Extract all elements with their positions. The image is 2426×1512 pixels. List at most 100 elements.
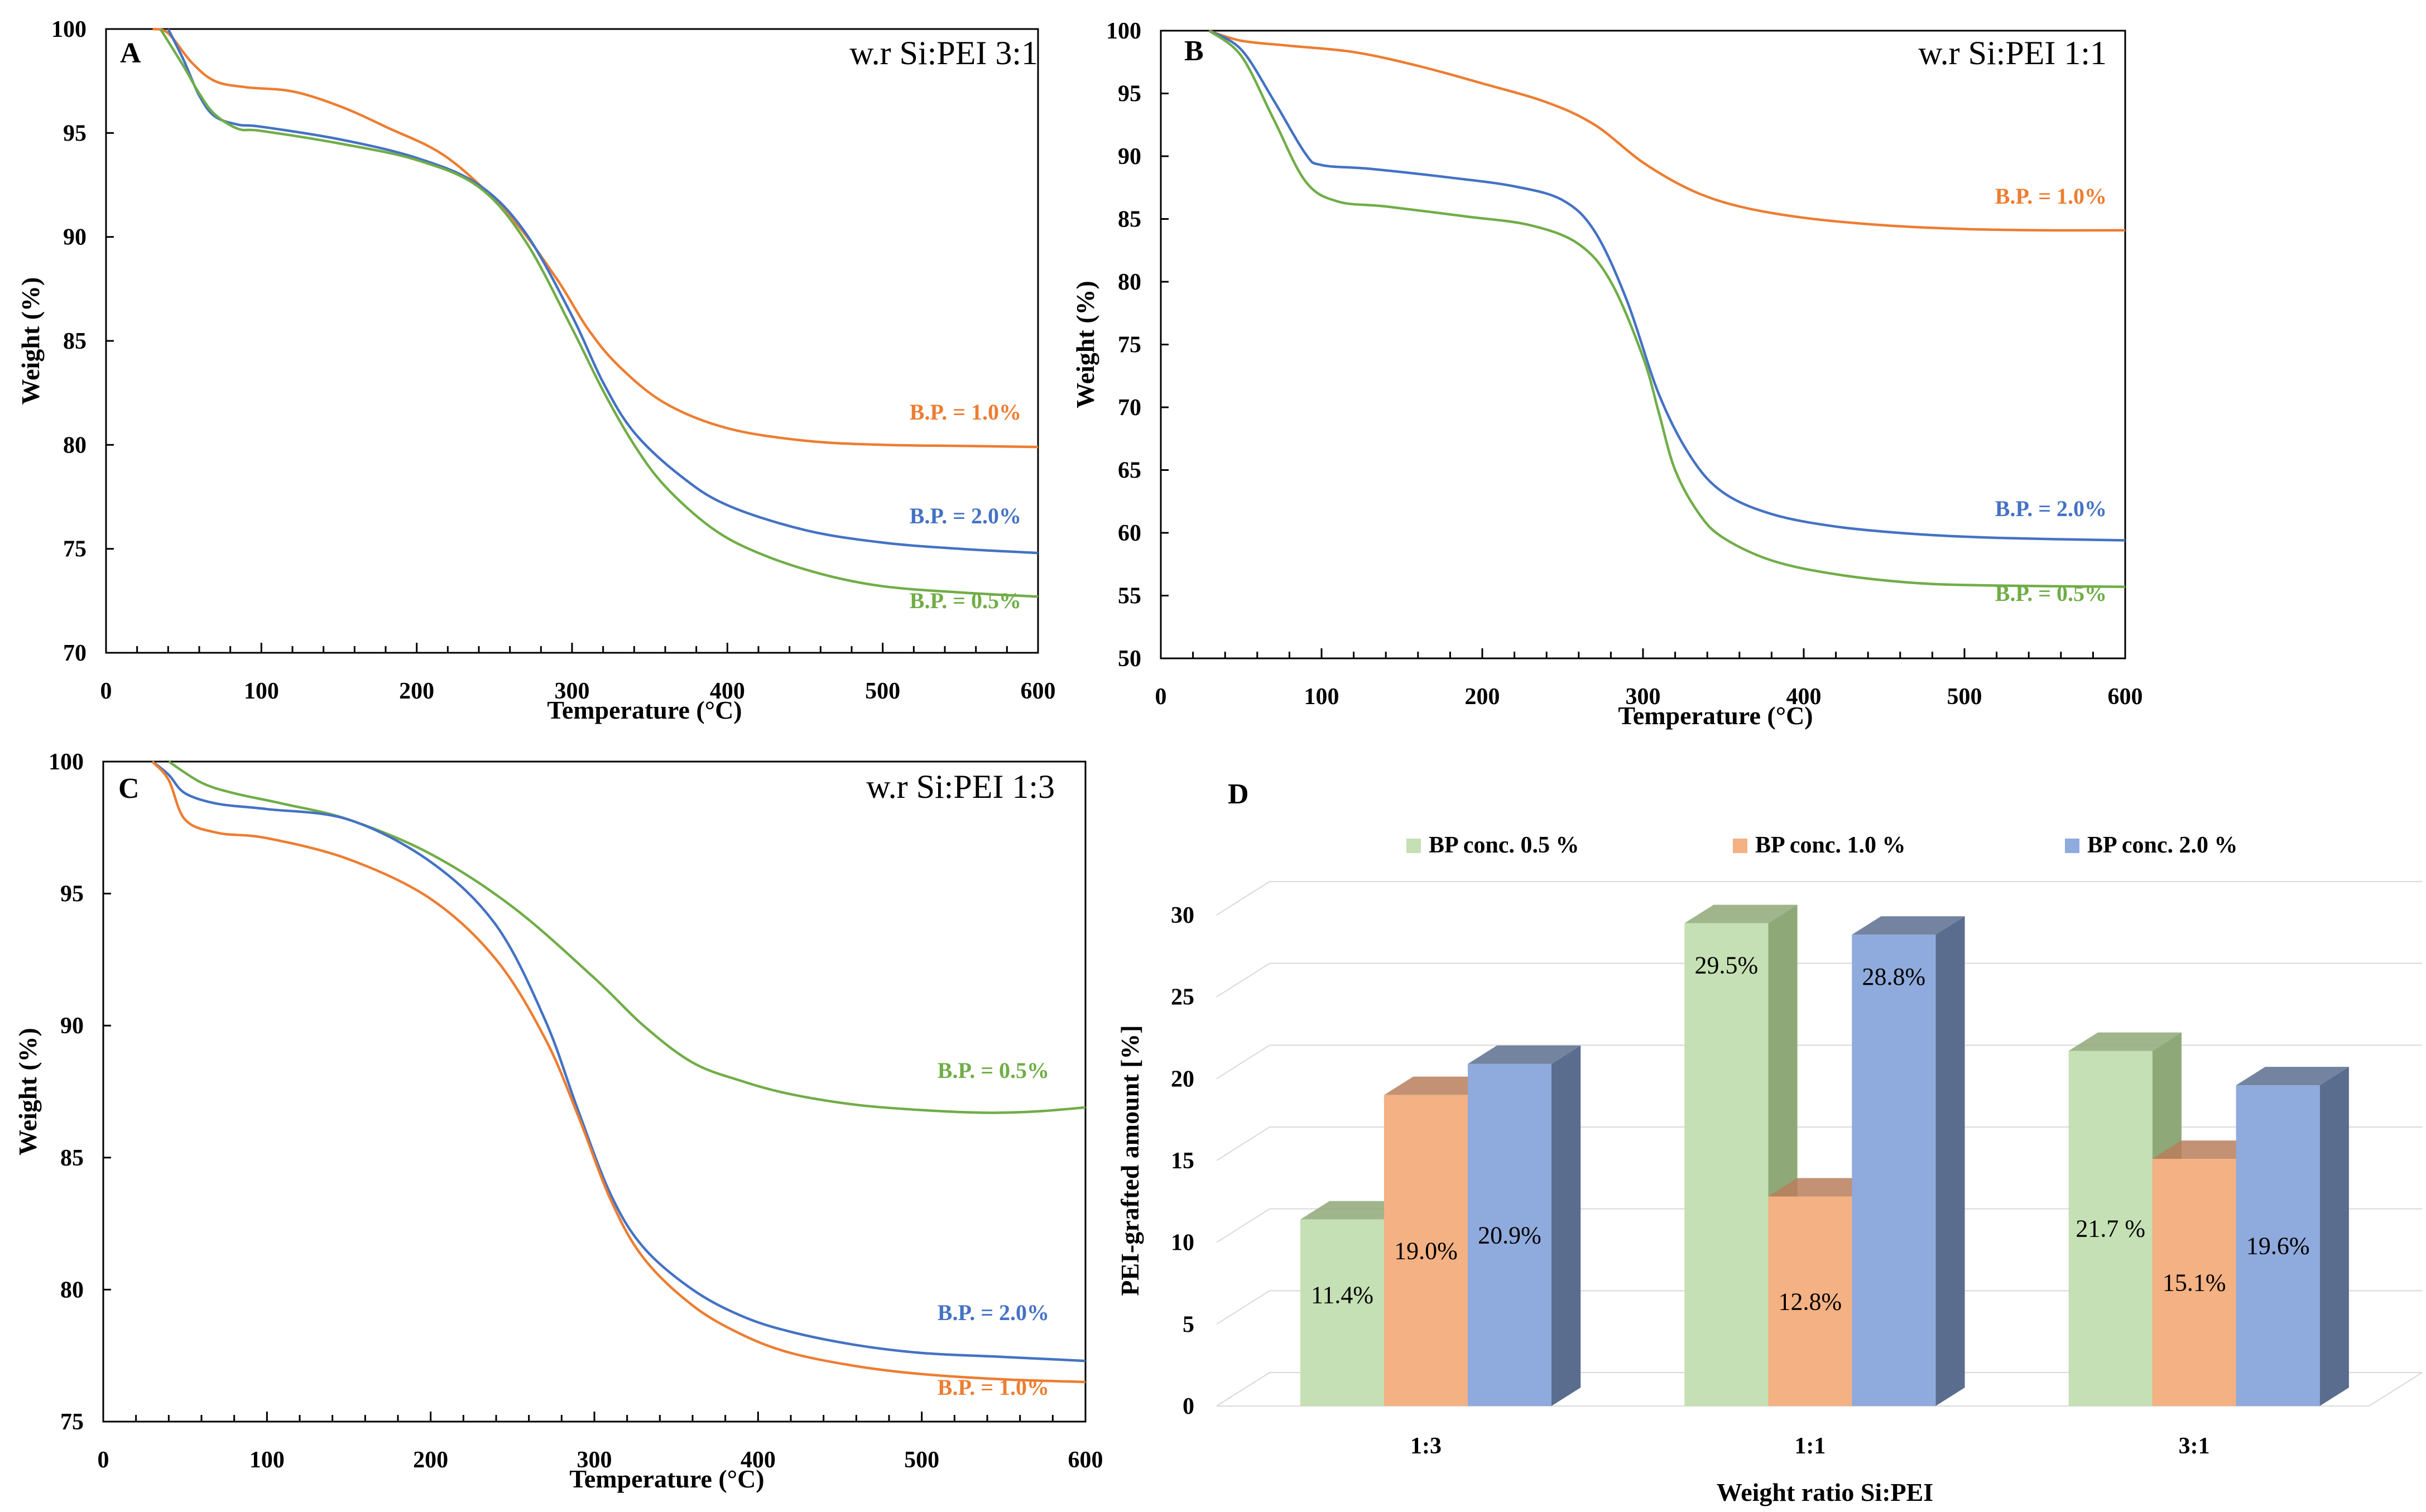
bar-side [1551, 1045, 1581, 1406]
grid-side [1216, 1208, 1270, 1243]
bar-value-label: 21.7 % [2076, 1215, 2145, 1243]
y-tick-label: 100 [51, 17, 87, 42]
y-tick-label: 65 [1118, 458, 1141, 484]
grid-side [1216, 1126, 1270, 1161]
legend-swatch [1406, 839, 1421, 853]
x-tick-label: 300 [1626, 684, 1661, 710]
bar-value-label: 19.6% [2246, 1232, 2310, 1260]
plot-frame [105, 28, 1039, 654]
grid-side [1216, 881, 1270, 916]
bar [2068, 1051, 2153, 1406]
panel-title: w.r Si:PEI 1:3 [866, 768, 1055, 805]
x-axis-label: Temperature (°C) [547, 696, 742, 724]
y-tick-label: 85 [60, 1145, 84, 1171]
y-axis-label: Weight (%) [16, 277, 45, 405]
panel-a: 0 100 200 300 400 500 600 70 75 80 85 90 95 100 Temper… [16, 17, 1056, 724]
y-tick-label: 85 [1118, 207, 1141, 233]
bar [1684, 923, 1769, 1406]
y-tick-label: 75 [1118, 333, 1141, 358]
legend-swatch [1733, 839, 1747, 853]
panel-letter: D [1228, 778, 1249, 810]
x-tick-label: 300 [555, 678, 590, 704]
y-tick-label: 55 [1118, 584, 1141, 609]
bar [1300, 1219, 1384, 1406]
x-tick-label: 100 [244, 678, 279, 704]
panel-letter: B [1184, 35, 1204, 67]
bar [2152, 1159, 2236, 1406]
series-line-green [159, 28, 1039, 598]
bar [1384, 1095, 1468, 1406]
legend-swatch [2065, 839, 2079, 853]
floor-side [2369, 1372, 2423, 1407]
curve-label: B.P. = 0.5% [938, 1058, 1049, 1083]
bar-side [1935, 916, 1965, 1406]
curve-label: B.P. = 0.5% [1995, 581, 2107, 606]
y-tick-label: 100 [49, 749, 84, 775]
y-tick-label: 0 [1183, 1394, 1194, 1419]
panel-c: 0 100 200 300 400 500 600 75 80 85 90 95 100 Temperat… [13, 749, 1103, 1493]
x-tick-label: 0 [98, 1447, 109, 1473]
y-axis-label: Weight (%) [13, 1028, 42, 1155]
x-tick-label: 0 [100, 678, 112, 704]
y-axis-label: PEI-grafted amount [%] [1116, 1025, 1144, 1296]
bar-value-label: 19.0% [1394, 1237, 1458, 1264]
bar-side [2319, 1067, 2349, 1406]
y-tick-label: 80 [60, 1277, 84, 1303]
x-tick-label: 600 [1068, 1447, 1103, 1473]
bar-value-label: 12.8% [1779, 1288, 1842, 1315]
y-tick-label: 95 [1118, 81, 1141, 107]
bar-value-label: 15.1% [2163, 1269, 2226, 1297]
grid-side [1216, 1290, 1270, 1325]
bar [1852, 935, 1936, 1406]
series-line-blue [151, 760, 1086, 1362]
y-tick-label: 15 [1171, 1148, 1194, 1174]
y-tick-label: 85 [63, 329, 87, 354]
bar-value-label: 29.5% [1695, 952, 1759, 979]
x-tick-label: 0 [1155, 684, 1167, 710]
series-line-orange [152, 27, 1039, 449]
x-tick-label: 100 [1304, 684, 1339, 710]
bar-top [2236, 1067, 2349, 1086]
series-line-orange [1208, 29, 2126, 232]
x-tick-label: 500 [904, 1447, 939, 1473]
series-line-blue [167, 28, 1039, 555]
grid-side [1216, 1044, 1270, 1080]
y-axis-label: Weight (%) [1071, 281, 1099, 408]
y-tick-label: 10 [1171, 1230, 1194, 1256]
panel-letter: C [118, 773, 140, 805]
x-tick-label: 1:1 [1794, 1433, 1825, 1459]
bar-value-label: 20.9% [1478, 1221, 1541, 1249]
panel-title: w.r Si:PEI 3:1 [849, 35, 1038, 71]
x-tick-label: 1:3 [1410, 1433, 1442, 1459]
curve-label: B.P. = 1.0% [938, 1375, 1049, 1400]
curve-label: B.P. = 2.0% [938, 1300, 1049, 1325]
series-line-green [168, 760, 1086, 1114]
y-tick-label: 75 [60, 1409, 84, 1435]
grid-side [1216, 1372, 1270, 1407]
panel-d: 0 5 10 15 20 25 30 11.4% 19.0% 20.9% 1:3 29.5% 12.8%… [1116, 778, 2423, 1506]
y-tick-label: 30 [1171, 903, 1194, 928]
y-tick-label: 90 [63, 225, 87, 251]
y-tick-label: 60 [1118, 521, 1141, 546]
series-line-orange [151, 760, 1086, 1384]
x-axis-label: Weight ratio Si:PEI [1717, 1478, 1933, 1506]
y-tick-label: 80 [1118, 269, 1141, 295]
y-tick-label: 70 [63, 641, 87, 666]
legend-label: BP conc. 1.0 % [1755, 832, 1906, 858]
x-tick-label: 400 [741, 1447, 776, 1473]
x-tick-label: 100 [249, 1447, 285, 1473]
bar-value-label: 11.4% [1311, 1282, 1373, 1309]
series-line-blue [1208, 30, 2126, 542]
x-tick-label: 500 [1947, 684, 1982, 710]
bar [1468, 1063, 1551, 1406]
curve-label: B.P. = 1.0% [1995, 184, 2107, 209]
legend-label: BP conc. 0.5 % [1429, 832, 1579, 858]
x-axis-label: Temperature (°C) [1618, 701, 1813, 730]
y-tick-label: 50 [1118, 646, 1141, 672]
panel-title: w.r Si:PEI 1:1 [1918, 35, 2107, 71]
curve-label: B.P. = 2.0% [1995, 496, 2107, 521]
y-tick-label: 95 [60, 882, 84, 907]
panel-b: 0 100 200 300 400 500 600 50 55 60 65 70 75 80 85 90 95 1… [1071, 18, 2143, 730]
x-tick-label: 500 [865, 678, 900, 704]
